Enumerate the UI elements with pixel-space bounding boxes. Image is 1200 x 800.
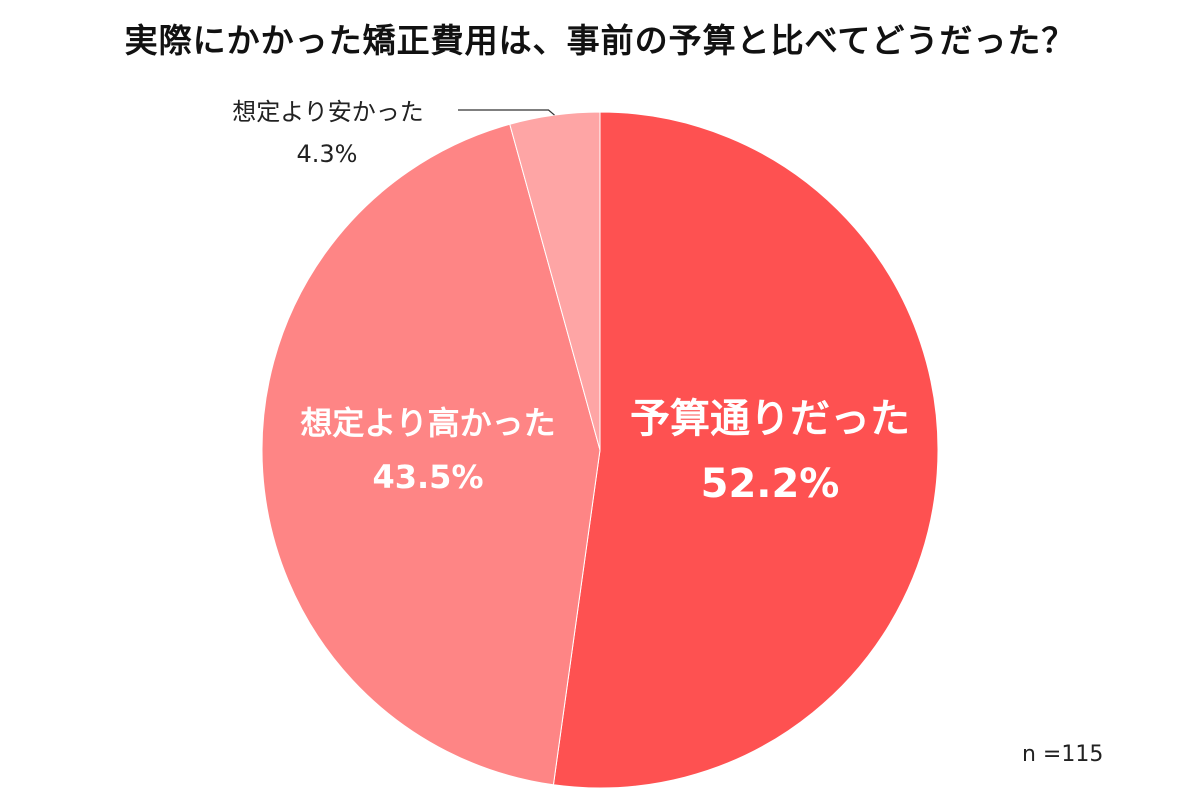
slice-label: 想定より高かった bbox=[300, 404, 555, 442]
slice-value-label: 4.3% bbox=[297, 140, 358, 168]
slice-value-label: 43.5% bbox=[372, 458, 483, 496]
chart-title: 実際にかかった矯正費用は、事前の予算と比べてどうだった？ bbox=[124, 21, 1076, 60]
slice-label: 予算通りだった bbox=[630, 396, 910, 442]
sample-size-note: n =115 bbox=[1022, 742, 1104, 767]
slice-value-label: 52.2% bbox=[701, 461, 840, 507]
slice-label: 想定より安かった bbox=[232, 98, 424, 126]
pie-slice bbox=[552, 111, 939, 789]
leader-line bbox=[458, 109, 555, 116]
pie-slice bbox=[261, 123, 601, 786]
